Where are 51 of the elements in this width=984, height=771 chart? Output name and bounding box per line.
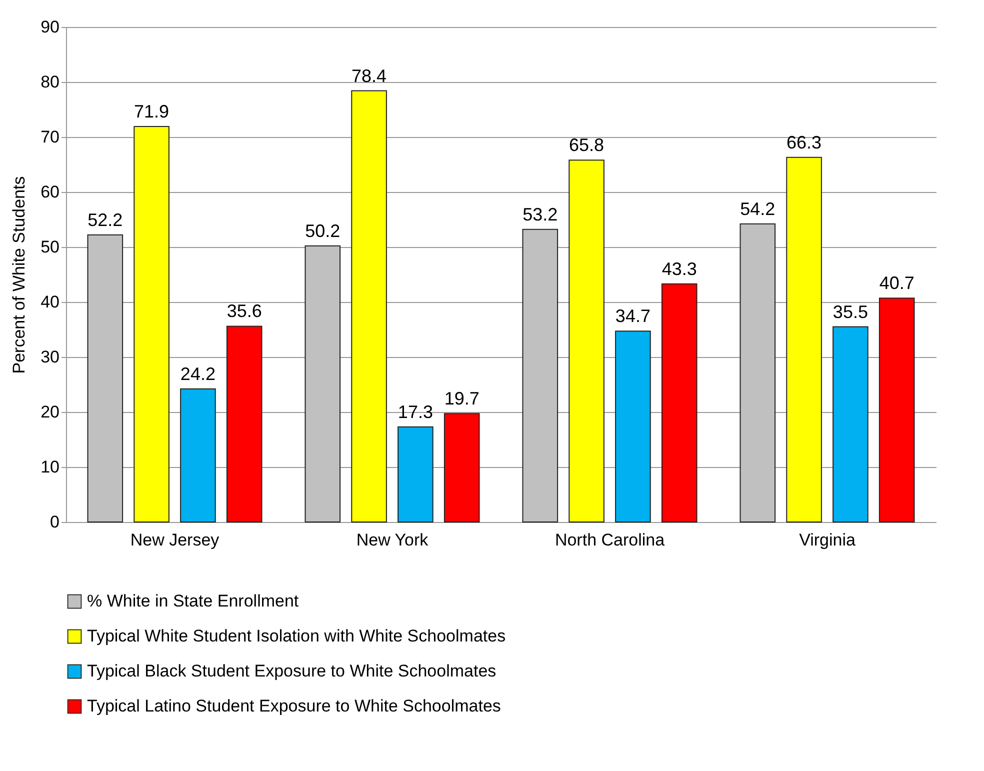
legend-label: Typical Black Student Exposure to White Schoolmates <box>87 662 496 680</box>
y-tick-label: 0 <box>50 512 60 532</box>
bar <box>134 126 170 522</box>
data-label: 35.6 <box>226 301 262 322</box>
data-label: 34.7 <box>615 306 650 326</box>
y-tick-label: 20 <box>40 402 60 422</box>
bar <box>661 283 698 522</box>
bar <box>87 234 124 522</box>
data-label: 24.2 <box>180 364 216 384</box>
bar <box>878 298 915 522</box>
data-label: 71.9 <box>134 102 170 122</box>
bar <box>740 223 776 522</box>
data-label: 53.2 <box>522 204 558 224</box>
data-label: 54.2 <box>740 198 776 219</box>
bar <box>304 245 341 522</box>
data-label: 35.5 <box>832 302 868 322</box>
bar <box>615 330 651 522</box>
bar <box>568 160 604 522</box>
x-tick-label: Virginia <box>799 530 856 550</box>
y-tick-label: 90 <box>40 18 60 36</box>
bar <box>180 388 216 522</box>
y-tick-label: 80 <box>40 72 60 92</box>
bar <box>786 156 822 522</box>
bar <box>444 413 480 522</box>
x-tick-label: North Carolina <box>554 530 666 550</box>
data-label: 43.3 <box>662 258 697 279</box>
legend-label: Typical Latino Student Exposure to White Schoolmates <box>87 696 501 716</box>
legend-label: Typical White Student Isolation with White Schoolmates <box>87 626 506 646</box>
y-tick-label: 30 <box>40 348 60 366</box>
data-label: 52.2 <box>88 210 123 230</box>
data-label: 66.3 <box>786 132 822 152</box>
data-label: 50.2 <box>305 220 340 241</box>
bar <box>522 228 558 522</box>
y-tick-label: 70 <box>40 128 60 146</box>
bar <box>398 426 434 522</box>
data-label: 40.7 <box>879 273 914 294</box>
bar <box>832 326 868 522</box>
x-tick-label: New York <box>356 530 429 550</box>
data-label: 17.3 <box>398 402 433 422</box>
bar <box>226 326 262 522</box>
x-tick-label: New Jersey <box>130 530 220 550</box>
y-tick-label: 50 <box>40 238 60 256</box>
y-axis-title: Percent of White Students <box>10 176 29 374</box>
legend-label: % White in State Enrollment <box>87 592 299 610</box>
y-tick-label: 10 <box>40 458 60 476</box>
bar <box>351 90 387 522</box>
y-tick-label: 60 <box>40 182 60 202</box>
data-label: 19.7 <box>444 388 480 409</box>
data-label: 65.8 <box>569 135 604 156</box>
data-label: 78.4 <box>352 66 387 86</box>
y-tick-label: 40 <box>40 292 60 312</box>
